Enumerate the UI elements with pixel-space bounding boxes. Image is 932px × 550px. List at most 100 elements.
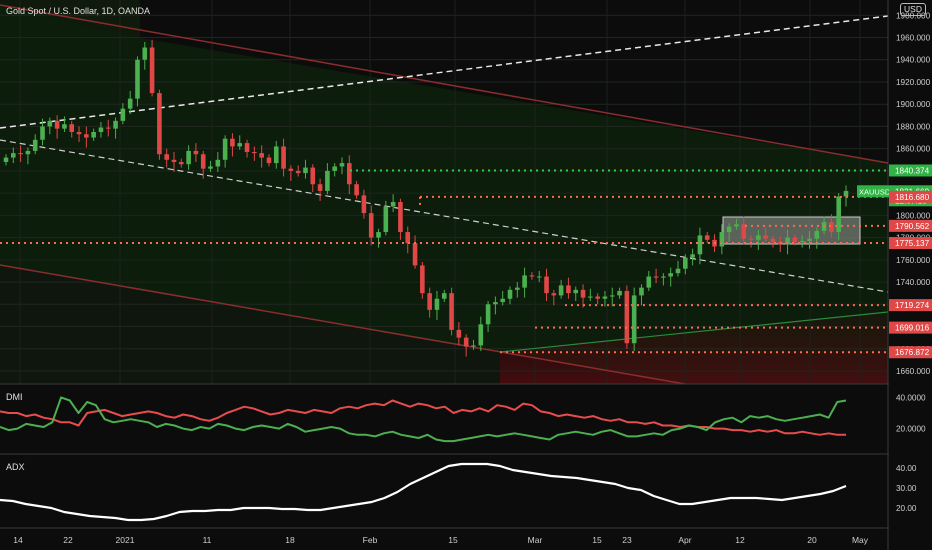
candle-body (200, 154, 206, 169)
channel-fill-top (0, 0, 140, 38)
candle-body (588, 296, 593, 298)
candle-body (186, 150, 191, 165)
price-tag-bg (889, 190, 932, 203)
candle-body (704, 235, 710, 240)
candle-body (814, 230, 820, 239)
price-tick-label: 1800.000 (896, 211, 931, 220)
candle-body (84, 134, 89, 138)
candle-body (25, 150, 31, 155)
candle-body (551, 293, 557, 296)
candle-body (303, 167, 308, 174)
price-tag-label: 1790.562 (895, 222, 930, 231)
candle-body (69, 124, 75, 132)
candle-body (135, 59, 140, 99)
candle-body (493, 302, 498, 305)
candlestick-series (3, 39, 849, 357)
dmi-panel-label: DMI (6, 392, 23, 402)
candle-body (347, 163, 352, 185)
candle-body (544, 276, 549, 294)
candle-body (32, 139, 38, 151)
candle-body (741, 224, 747, 239)
candle-body (748, 238, 754, 240)
chart-title: Gold Spot / U.S. Dollar, 1D, OANDA (6, 6, 151, 16)
candle-body (441, 293, 447, 299)
candle-body (230, 138, 235, 147)
candle-body (449, 293, 454, 330)
adx-panel (0, 462, 847, 522)
adx-tick-label: 20.00 (896, 504, 917, 513)
adx-tick-label: 30.00 (896, 484, 917, 493)
price-tag-label: 1719.274 (895, 301, 930, 310)
candle-body (376, 232, 381, 238)
candle-body (222, 138, 228, 160)
candle-body (683, 257, 688, 269)
candle-body (515, 287, 520, 290)
candle-body (317, 184, 323, 191)
time-tick-label: 15 (448, 535, 458, 545)
time-tick-label: May (852, 535, 869, 545)
candle-body (463, 337, 469, 347)
time-tick-label: Mar (528, 535, 543, 545)
lower-channel-fill (0, 265, 500, 384)
price-tag-label: 1816.680 (895, 193, 930, 202)
candle-body (127, 98, 133, 109)
candle-body (478, 324, 484, 346)
candle-body (368, 213, 374, 238)
candle-body (383, 206, 389, 233)
price-tick-label: 1660.000 (896, 367, 931, 376)
time-tick-label: 22 (63, 535, 73, 545)
axis-background (889, 0, 932, 550)
candle-body (471, 345, 476, 347)
candle-body (829, 222, 834, 233)
candle-body (763, 235, 768, 239)
candle-body (843, 190, 849, 197)
candle-body (580, 289, 586, 298)
candle-body (98, 127, 104, 132)
candle-body (157, 93, 162, 155)
candle-body (390, 202, 396, 207)
adx-tick-label: 40.00 (896, 464, 917, 473)
time-tick-label: 11 (203, 535, 212, 545)
time-tick-label: 18 (285, 535, 295, 545)
lower-trendline (0, 264, 686, 385)
ticker-tag: XAUUSD (859, 187, 891, 196)
currency-badge[interactable]: USD (900, 3, 926, 16)
candle-body (76, 131, 82, 135)
candle-body (215, 159, 221, 167)
price-tick-label: 1920.000 (896, 78, 931, 87)
candle-body (252, 152, 257, 154)
candle-body (836, 196, 841, 233)
price-tick-label: 1740.000 (896, 278, 931, 287)
candle-body (799, 240, 805, 243)
time-tick-label: 14 (13, 535, 23, 545)
candle-body (617, 290, 622, 296)
price-tag-label: 1775.137 (895, 239, 930, 248)
price-axis: 1660.0001680.0001700.0001720.0001740.000… (857, 0, 932, 550)
candle-body (142, 47, 148, 60)
candle-body (288, 168, 294, 171)
candle-body (325, 170, 330, 191)
time-axis: 14 22 2021 11 18 Feb 15 Mar 15 23 Apr 12 20 May (13, 535, 869, 545)
candle-body (405, 232, 411, 244)
price-tag-bg (889, 321, 932, 334)
candle-body (427, 293, 432, 310)
candle-body (62, 124, 67, 129)
candle-body (273, 146, 279, 164)
candle-body (193, 150, 199, 155)
ticker-tag-bg (857, 185, 889, 198)
time-tick-label: 20 (807, 535, 817, 545)
candle-body (756, 235, 761, 240)
candle-body (646, 276, 652, 288)
time-tick-label: Apr (678, 535, 691, 545)
candle-body (259, 153, 264, 158)
candle-body (171, 159, 177, 163)
price-tick-label: 1880.000 (896, 122, 931, 131)
candle-body (661, 276, 666, 278)
plus-di-line (0, 396, 847, 443)
dmi-panel (0, 396, 847, 443)
candle-body (266, 157, 272, 164)
candle-body (361, 195, 367, 214)
candle-body (624, 290, 630, 344)
